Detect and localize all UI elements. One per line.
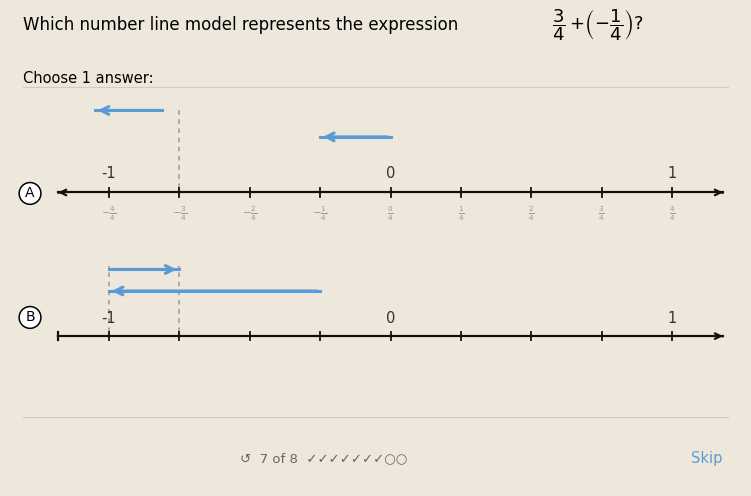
Text: 1: 1 xyxy=(668,166,677,181)
Text: 1: 1 xyxy=(668,311,677,326)
Text: ↺  7 of 8  ✓✓✓✓✓✓✓○○: ↺ 7 of 8 ✓✓✓✓✓✓✓○○ xyxy=(240,452,408,465)
Text: -1: -1 xyxy=(101,311,116,326)
Text: Skip: Skip xyxy=(691,451,722,466)
Text: -1: -1 xyxy=(101,166,116,181)
Text: $\frac{3}{4}$: $\frac{3}{4}$ xyxy=(599,204,605,223)
Text: $-\frac{3}{4}$: $-\frac{3}{4}$ xyxy=(172,204,187,223)
Text: B: B xyxy=(26,310,35,324)
Text: A: A xyxy=(26,186,35,200)
Text: Which number line model represents the expression: Which number line model represents the e… xyxy=(23,16,458,34)
Text: $-\frac{1}{4}$: $-\frac{1}{4}$ xyxy=(312,204,327,223)
Text: $\frac{0}{4}$: $\frac{0}{4}$ xyxy=(388,204,394,223)
Text: Choose 1 answer:: Choose 1 answer: xyxy=(23,71,153,86)
Text: 0: 0 xyxy=(386,166,395,181)
Text: $\frac{1}{4}$: $\frac{1}{4}$ xyxy=(457,204,464,223)
Text: $\frac{2}{4}$: $\frac{2}{4}$ xyxy=(528,204,535,223)
Text: 0: 0 xyxy=(386,311,395,326)
Text: $\frac{4}{4}$: $\frac{4}{4}$ xyxy=(669,204,675,223)
Text: $-\frac{4}{4}$: $-\frac{4}{4}$ xyxy=(101,204,116,223)
Text: $\dfrac{3}{4}+\!\left(-\dfrac{1}{4}\right)$?: $\dfrac{3}{4}+\!\left(-\dfrac{1}{4}\righ… xyxy=(552,7,644,43)
Text: $-\frac{2}{4}$: $-\frac{2}{4}$ xyxy=(242,204,258,223)
